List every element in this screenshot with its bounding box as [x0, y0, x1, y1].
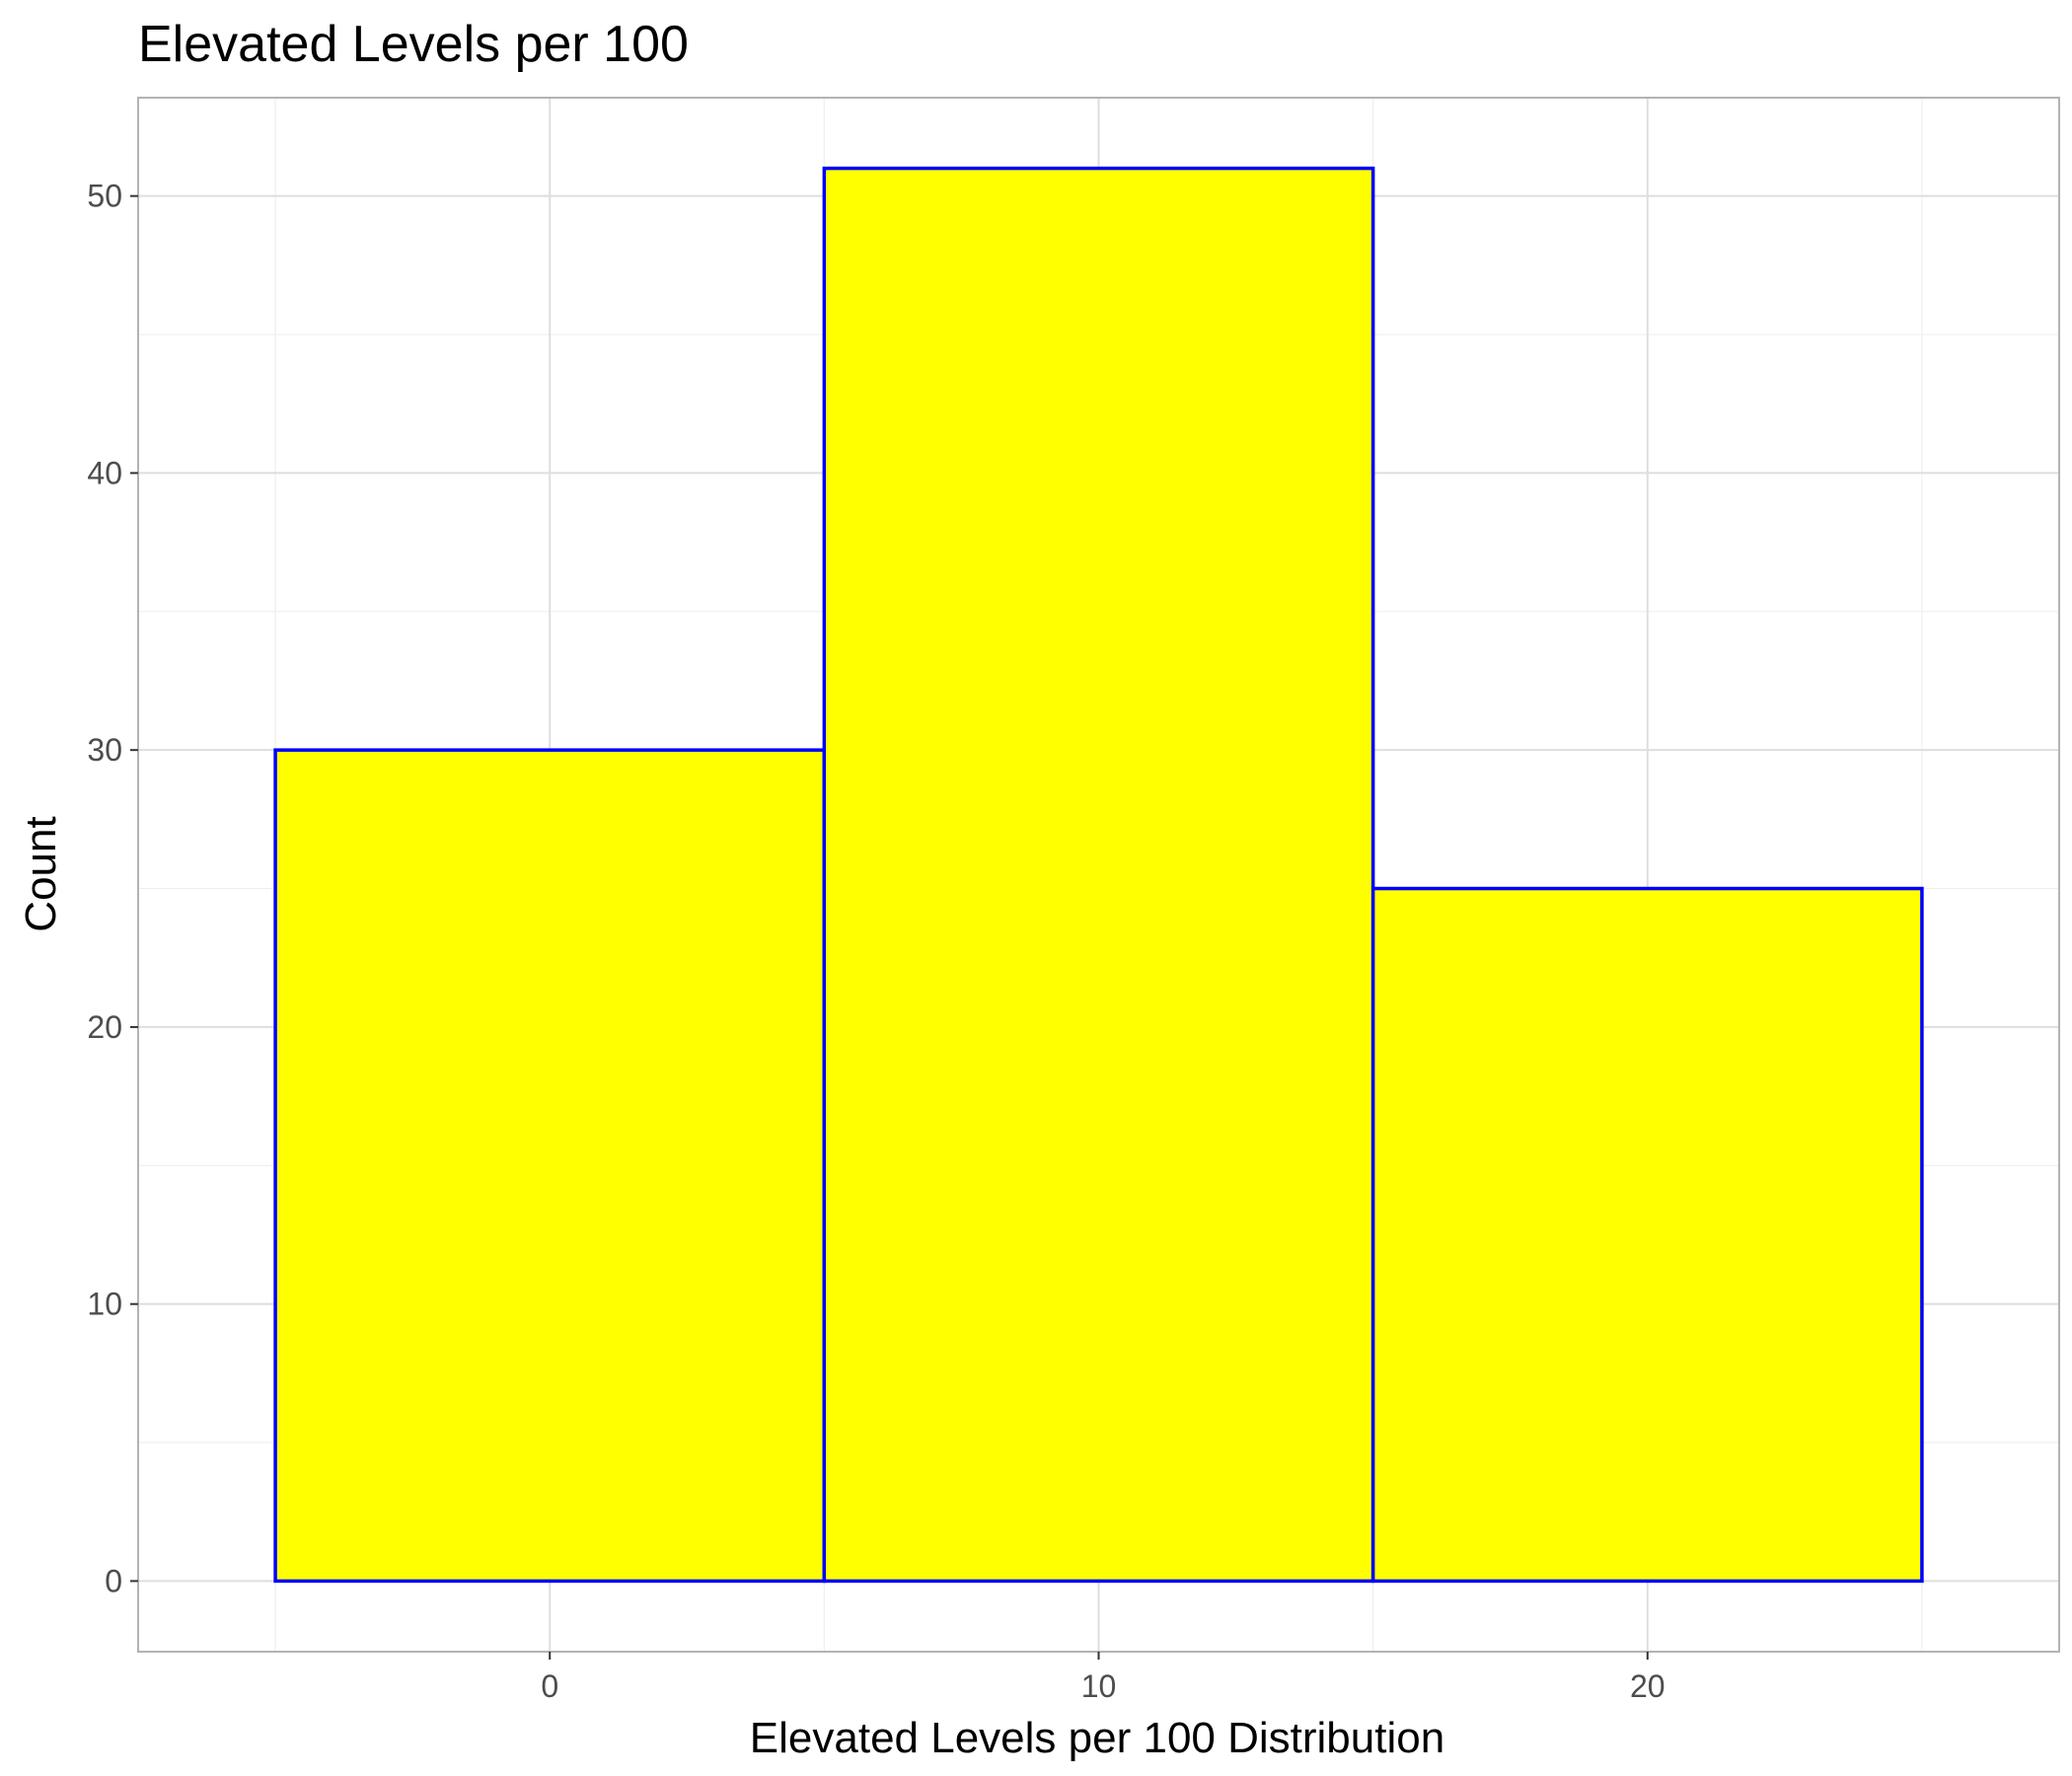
- histogram-bar: [822, 166, 1375, 1584]
- y-tick-label: 40: [87, 455, 122, 490]
- chart-title: Elevated Levels per 100: [138, 16, 689, 73]
- y-tick-label: 10: [87, 1287, 122, 1322]
- histogram-bars: [273, 166, 1924, 1584]
- y-axis-ticks: 0 10 20 30 40 50: [87, 179, 138, 1598]
- histogram-bar: [273, 748, 827, 1584]
- x-axis-ticks: 0 10 20: [541, 1652, 1665, 1704]
- y-axis-title: Count: [17, 816, 65, 931]
- x-tick-label: 20: [1630, 1668, 1665, 1704]
- histogram-bar: [1370, 886, 1924, 1584]
- y-tick-label: 30: [87, 732, 122, 768]
- x-tick-label: 0: [541, 1668, 558, 1704]
- y-tick-label: 20: [87, 1009, 122, 1045]
- x-tick-label: 10: [1081, 1668, 1117, 1704]
- x-axis-title: Elevated Levels per 100 Distribution: [750, 1714, 1444, 1762]
- y-tick-label: 0: [105, 1563, 122, 1598]
- y-tick-label: 50: [87, 179, 122, 214]
